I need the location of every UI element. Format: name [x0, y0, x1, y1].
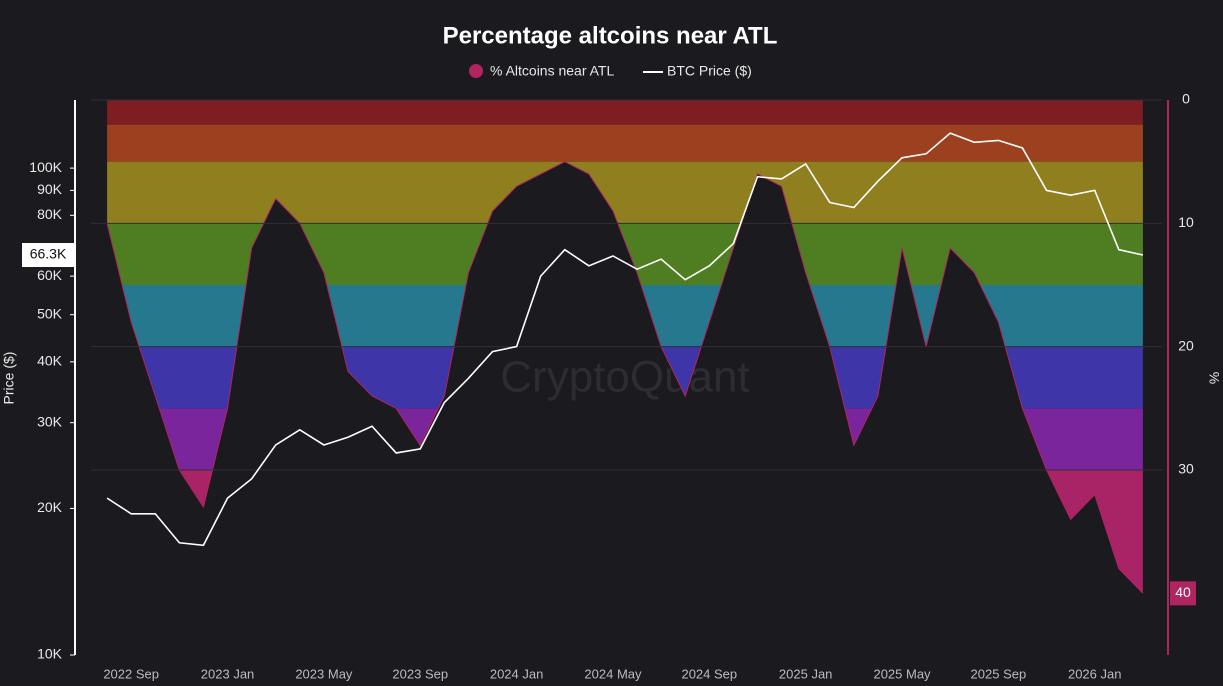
y-tick-label: 60K [37, 267, 63, 283]
y-tick-label: 20K [37, 499, 63, 515]
zone-band [107, 124, 1143, 162]
x-tick-label: 2022 Sep [103, 666, 159, 681]
y2-tick-label: 30 [1178, 461, 1194, 477]
y-marker-label: 66.3K [30, 246, 67, 262]
zone-band [107, 100, 1143, 125]
zone-band [107, 161, 1143, 224]
y-tick-label: 80K [37, 206, 63, 222]
y2-marker-box [1170, 581, 1196, 606]
x-tick-label: 2024 May [584, 666, 642, 681]
y2-tick-label: 0 [1182, 91, 1190, 107]
y2-axis-title: % [1206, 372, 1222, 384]
x-tick-label: 2026 Jan [1068, 666, 1122, 681]
zone-band [107, 408, 1143, 470]
y-tick-label: 40K [37, 353, 63, 369]
zone-band [107, 285, 1143, 347]
legend-marker [469, 64, 483, 78]
watermark: CryptoQuant [500, 353, 749, 402]
btc-line [106, 132, 1144, 547]
y2-tick-label: 10 [1178, 214, 1194, 230]
x-tick-label: 2025 Jan [779, 666, 833, 681]
legend-label: % Altcoins near ATL [490, 63, 614, 79]
zone-band [107, 470, 1143, 594]
y-tick-label: 30K [37, 413, 63, 429]
x-tick-label: 2023 May [295, 666, 353, 681]
y-axis-title: Price ($) [1, 352, 17, 405]
x-tick-label: 2025 May [873, 666, 931, 681]
y-tick-label: 10K [37, 646, 63, 662]
alt-line [106, 161, 1144, 594]
x-tick-label: 2023 Jan [201, 666, 255, 681]
y-tick-label: 90K [37, 181, 63, 197]
y2-marker-label: 40 [1175, 584, 1191, 600]
zone-band [107, 223, 1143, 285]
y-tick-label: 100K [29, 159, 62, 175]
legend-label: BTC Price ($) [667, 63, 752, 79]
x-tick-label: 2024 Jan [490, 666, 544, 681]
x-tick-label: 2024 Sep [681, 666, 737, 681]
x-tick-label: 2025 Sep [971, 666, 1027, 681]
y-marker-box [22, 243, 74, 268]
x-tick-label: 2023 Sep [392, 666, 448, 681]
y-tick-label: 50K [37, 305, 63, 321]
y2-tick-label: 20 [1178, 337, 1194, 353]
chart-title: Percentage altcoins near ATL [443, 22, 778, 49]
